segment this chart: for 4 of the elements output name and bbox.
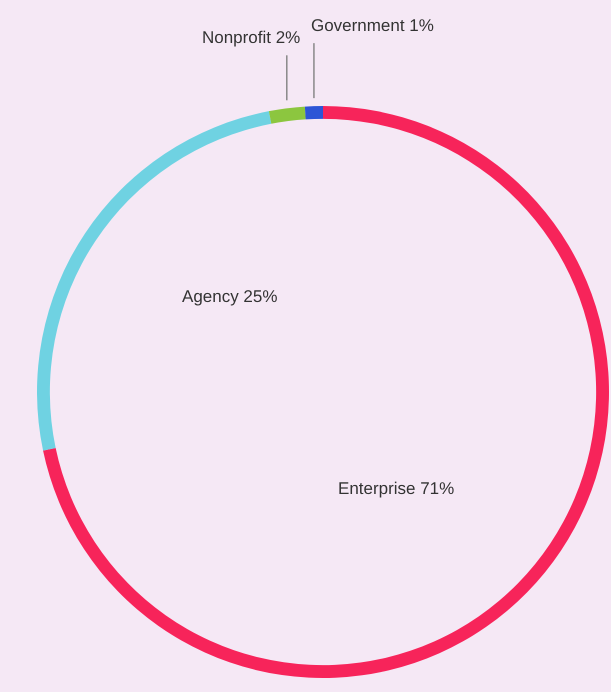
slice-label: Government 1% [311,16,434,35]
slice-label: Enterprise 71% [338,479,454,498]
slice-label: Agency 25% [182,287,278,306]
slice-label: Nonprofit 2% [202,28,300,47]
